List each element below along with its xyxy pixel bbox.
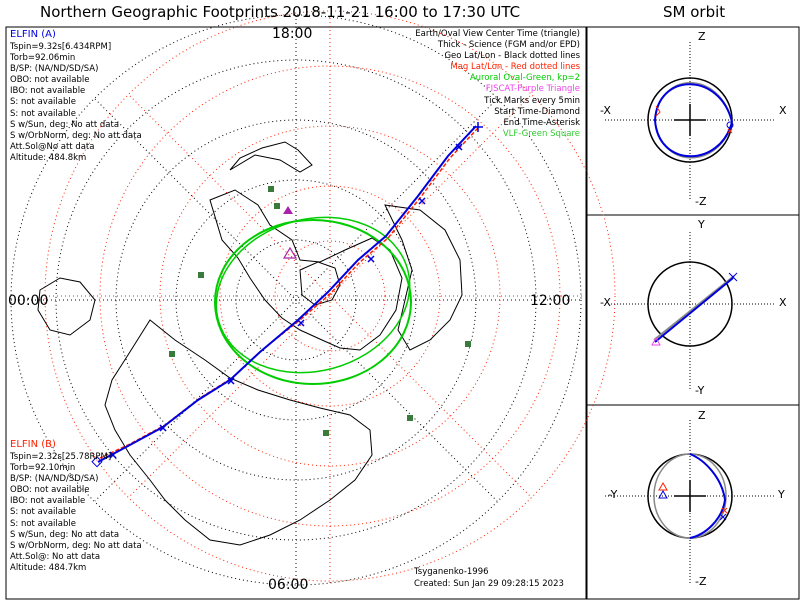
elfin-b-info: Tspin=2.32s[25.78RPM] Torb=92.10min B/SP: … xyxy=(10,453,142,575)
vlf-station-marker xyxy=(407,415,413,421)
elfin-b-info-line: S w/Sun, deg: No att data xyxy=(10,529,120,540)
elfin-a-info-line: S w/Sun, deg: No att data xyxy=(10,119,120,130)
auroral-oval-inner xyxy=(214,219,412,385)
sm3-axis-right: Y xyxy=(778,488,785,501)
legend-entry: Start Time-Diamond xyxy=(494,106,580,117)
sm1-axis-left: -X xyxy=(600,104,611,117)
sm-title: SM orbit xyxy=(663,3,726,21)
geo-meridian xyxy=(94,98,498,502)
start-diamond xyxy=(91,456,103,468)
vlf-station-marker xyxy=(169,351,175,357)
sm2-axis-left: -X xyxy=(600,296,611,309)
legend-entry: Tick Marks every 5min xyxy=(484,95,580,106)
elfin-b-info-line: Tspin=2.32s[25.78RPM] xyxy=(10,452,112,462)
vlf-stations xyxy=(169,186,471,436)
vlf-station-marker xyxy=(323,430,329,436)
elfin-a-info-line: Altitude: 484.8km xyxy=(10,152,87,163)
main-title: Northern Geographic Footprints 2018-11-2… xyxy=(40,3,521,21)
sm2-axis-right: X xyxy=(779,296,787,309)
sm1-axis-top: Z xyxy=(698,30,706,43)
track-ticks xyxy=(109,143,463,459)
coastlines xyxy=(37,141,463,546)
elfin-b-info-line: IBO: not available xyxy=(10,496,86,507)
elfin-a-info-line: S: not available xyxy=(10,108,76,119)
elfin-a-info-line: OBO: not available xyxy=(10,75,90,86)
elfin-b-info-line: S w/OrbNorm, deg: No att data xyxy=(10,540,142,551)
legend-entry: Mag Lat/Lon - Red dotted lines xyxy=(450,62,580,73)
auroral-oval-outer xyxy=(215,216,411,374)
elfin-b-info-line: Altitude: 484.7km xyxy=(10,562,87,573)
elfin-b-title: ELFIN (B) xyxy=(10,439,56,450)
sm1-axis-bottom: -Z xyxy=(695,195,707,208)
elfin-a-title: ELFIN (A) xyxy=(10,29,56,40)
vlf-station-marker xyxy=(268,186,274,192)
legend-entry: Auroral Oval-Green, kp=2 xyxy=(469,73,580,84)
elfin-a-info: Tspin=9.32s[6.434RPM] Torb=92.06min B/SP: … xyxy=(10,43,142,165)
clock-label-right: 12:00 xyxy=(530,293,571,309)
elfin-b-info-line: S: not available xyxy=(10,507,76,518)
elfin-a-info-line: Att.Sol@No att data xyxy=(10,141,95,152)
elfin-a-info-line: S w/OrbNorm, deg: No att data xyxy=(10,130,142,141)
legend-entry: Earth/Oval View Center Time (triangle) xyxy=(415,29,580,39)
created-timestamp: Created: Sun Jan 29 09:28:15 2023 xyxy=(414,579,564,589)
legend-entry: FISCAT-Purple Triangle xyxy=(485,84,580,95)
sm3-axis-bottom: -Z xyxy=(695,575,707,588)
clock-label-bottom: 06:00 xyxy=(268,577,309,593)
elfin-a-info-line: Torb=92.06min xyxy=(10,53,76,64)
mag-lat-circle xyxy=(99,65,561,527)
elfin-b-info-line: OBO: not available xyxy=(10,485,90,496)
clock-label-top: 18:00 xyxy=(272,26,313,42)
elfin-a-info-line: IBO: not available xyxy=(10,86,86,97)
sm3-axis-top: Z xyxy=(698,409,706,422)
sm3-axis-left: -Y xyxy=(608,488,618,501)
sm2-axis-bottom: -Y xyxy=(695,384,705,397)
elfin-b-info-line: B/SP: (NA/ND/SD/SA) xyxy=(10,474,99,485)
end-asterisk xyxy=(473,122,483,132)
sm1-axis-right: X xyxy=(779,104,787,117)
credit-label: Tsyganenko-1996 xyxy=(414,567,489,577)
elfin-b-info-line: Torb=92.10min xyxy=(10,463,76,474)
fiscat-triangle xyxy=(282,246,298,259)
legend-entry: Geo Lat/Lon - Black dotted lines xyxy=(444,51,580,62)
vlf-station-marker xyxy=(274,203,280,209)
elfin-b-info-line: S: not available xyxy=(10,518,76,529)
geo-lat-circle xyxy=(10,14,582,586)
elfin-b-track xyxy=(99,127,479,459)
legend-entry: End Time-Asterisk xyxy=(503,117,580,128)
fiscat-triangle xyxy=(283,206,293,214)
clock-label-left: 00:00 xyxy=(8,293,49,309)
elfin-b-info-line: Att.Sol@: No att data xyxy=(10,551,101,562)
legend: Earth/Oval View Center Time (triangle) Th… xyxy=(415,30,580,141)
sm2-axis-top: Y xyxy=(698,218,705,231)
elfin-a-info-line: S: not available xyxy=(10,97,76,108)
legend-entry: Thick - Science (FGM and/or EPD) xyxy=(437,40,580,51)
legend-entry: VLF-Green Square xyxy=(502,128,580,139)
vlf-station-marker xyxy=(198,272,204,278)
mag-lat-circle xyxy=(44,10,616,582)
sm-frame xyxy=(586,26,800,600)
elfin-a-info-line: B/SP: (NA/ND/SD/SA) xyxy=(10,64,99,75)
vlf-station-marker xyxy=(465,341,471,347)
sm-panel-3 xyxy=(605,420,775,585)
polar-map xyxy=(10,10,616,586)
sm-panel-1 xyxy=(605,42,775,200)
elfin-a-info-line: Tspin=9.32s[6.434RPM] xyxy=(10,42,112,52)
sm-panel-2 xyxy=(605,232,775,390)
